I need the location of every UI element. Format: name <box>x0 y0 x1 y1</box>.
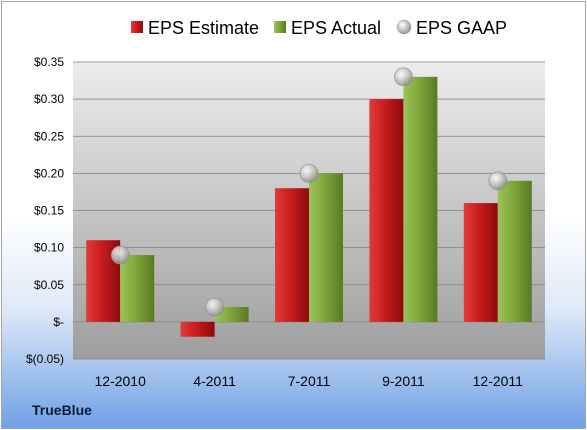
gaap-markers <box>110 67 508 317</box>
x-category-label: 7-2011 <box>288 373 331 389</box>
bar-eps-estimate <box>275 188 309 322</box>
legend-swatch-estimate <box>131 21 143 33</box>
legend-label-estimate: EPS Estimate <box>148 18 259 38</box>
legend-swatch-gaap <box>396 19 412 35</box>
y-axis: $(0.05) $- $0.05 $0.10 $0.15 $0.20 $0.25 $0.30 $… <box>26 55 64 366</box>
legend-swatch-actual <box>274 21 286 33</box>
marker-eps-gaap <box>205 297 224 317</box>
x-axis: 12-2010 4-2011 7-2011 9-2011 12-2011 <box>95 373 524 389</box>
x-category-label: 9-2011 <box>382 373 425 389</box>
bar-eps-actual <box>497 180 532 322</box>
y-tick-label: $0.35 <box>34 55 64 69</box>
bar-eps-actual <box>309 173 343 322</box>
x-category-label: 4-2011 <box>193 373 236 389</box>
bar-eps-estimate <box>463 203 498 322</box>
y-tick-label: $0.05 <box>34 278 64 292</box>
marker-eps-gaap <box>110 245 130 265</box>
y-tick-label: $0.30 <box>34 92 64 106</box>
marker-eps-gaap <box>488 171 508 191</box>
y-tick-label: $0.20 <box>34 166 64 180</box>
legend-label-gaap: EPS GAAP <box>416 18 507 38</box>
bar-eps-actual <box>403 76 438 322</box>
legend: EPS Estimate EPS Actual EPS GAAP <box>131 18 507 38</box>
bar-eps-estimate <box>369 99 404 322</box>
x-category-label: 12-2011 <box>473 373 524 389</box>
y-tick-label: $- <box>53 315 64 329</box>
company-name: TrueBlue <box>32 402 92 418</box>
y-tick-label: $0.25 <box>34 129 64 143</box>
bars <box>86 76 532 337</box>
y-tick-label: $0.15 <box>34 204 64 218</box>
marker-eps-gaap <box>299 164 319 183</box>
bar-eps-actual <box>120 255 155 322</box>
y-tick-label: $(0.05) <box>26 352 64 366</box>
legend-label-actual: EPS Actual <box>291 18 381 38</box>
bar-eps-estimate <box>180 321 215 337</box>
y-tick-label: $0.10 <box>34 241 64 255</box>
x-category-label: 12-2010 <box>95 373 147 389</box>
marker-eps-gaap <box>394 67 413 87</box>
